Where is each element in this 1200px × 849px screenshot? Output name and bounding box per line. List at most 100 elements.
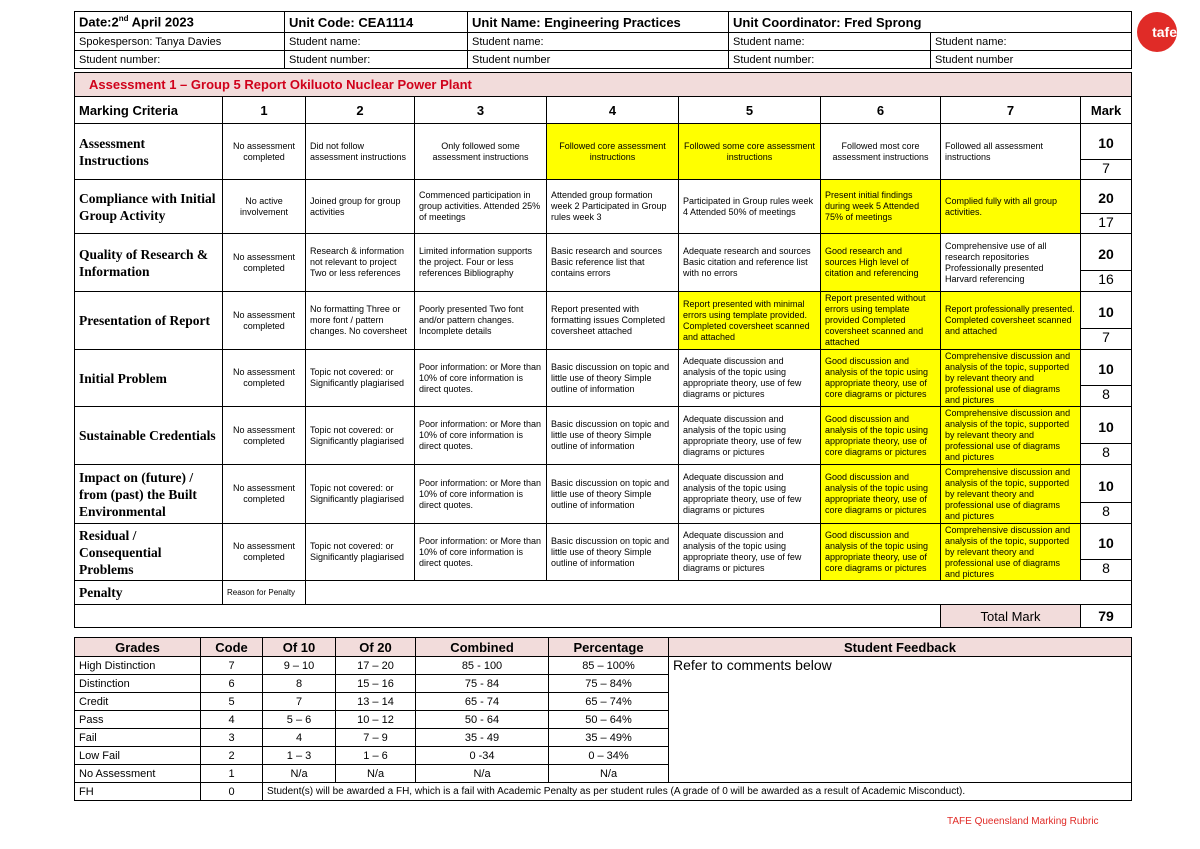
- grade-cell: 0 -34: [415, 746, 549, 765]
- rubric-level-cell[interactable]: Poor information: or More than 10% of co…: [414, 523, 547, 581]
- rubric-level-cell[interactable]: Comprehensive use of all research reposi…: [940, 233, 1081, 292]
- spokesperson-field[interactable]: Spokesperson: Tanya Davies: [74, 32, 285, 51]
- rubric-level-cell[interactable]: Research & information not relevant to p…: [305, 233, 415, 292]
- rubric-level-cell[interactable]: Good discussion and analysis of the topi…: [820, 406, 941, 465]
- grade-row: High Distinction 7 9 – 10 17 – 20 85 - 100 85…: [74, 656, 1132, 783]
- rubric-level-cell[interactable]: Topic not covered: or Significantly plag…: [305, 349, 415, 407]
- criterion-name: Residual / Consequential Problems: [74, 523, 223, 581]
- student-name-field[interactable]: Student name:: [467, 32, 729, 51]
- rubric-level-cell[interactable]: Basic discussion on topic and little use…: [546, 406, 679, 465]
- rubric-level-cell[interactable]: Report presented with formatting issues …: [546, 291, 679, 350]
- rubric-level-cell[interactable]: No assessment completed: [222, 349, 306, 407]
- grade-cell: N/a: [548, 764, 669, 783]
- criterion-row: Residual / Consequential Problems No asse…: [74, 523, 1133, 581]
- rubric-level-cell[interactable]: Present initial findings during week 5 A…: [820, 179, 941, 234]
- rubric-level-cell[interactable]: Good discussion and analysis of the topi…: [820, 523, 941, 581]
- rubric-level-cell[interactable]: Topic not covered: or Significantly plag…: [305, 464, 415, 524]
- rubric-level-cell[interactable]: Report presented with minimal errors usi…: [678, 291, 821, 350]
- rubric-level-cell[interactable]: No assessment completed: [222, 291, 306, 350]
- total-mark-value: 79: [1079, 604, 1133, 628]
- column-header: 6: [820, 96, 941, 124]
- rubric-level-cell[interactable]: Poorly presented Two font and/or pattern…: [414, 291, 547, 350]
- rubric-level-cell[interactable]: Commenced participation in group activit…: [414, 179, 547, 234]
- rubric-level-cell[interactable]: Adequate discussion and analysis of the …: [678, 464, 821, 524]
- rubric-level-cell[interactable]: Basic research and sources Basic referen…: [546, 233, 679, 292]
- column-header: Mark: [1079, 96, 1133, 124]
- fh-description: Student(s) will be awarded a FH, which i…: [262, 782, 1132, 801]
- criterion-row: Sustainable Credentials No assessment com…: [74, 406, 1133, 465]
- rubric-level-cell[interactable]: Basic discussion on topic and little use…: [546, 349, 679, 407]
- grade-cell: No Assessment: [74, 764, 201, 783]
- rubric-level-cell[interactable]: No assessment completed: [222, 523, 306, 581]
- column-header: 3: [414, 96, 547, 124]
- grade-cell: Fail: [74, 728, 201, 747]
- max-mark: 20: [1081, 183, 1131, 214]
- max-mark: 10: [1081, 470, 1131, 503]
- rubric-level-cell[interactable]: Only followed some assessment instructio…: [414, 123, 547, 180]
- student-number-field[interactable]: Student number:: [284, 50, 468, 69]
- rubric-level-cell[interactable]: Joined group for group activities: [305, 179, 415, 234]
- rubric-level-cell[interactable]: Comprehensive discussion and analysis of…: [940, 406, 1081, 465]
- grade-row: Pass 4 5 – 6 10 – 12 50 - 64 50 – 64%: [74, 710, 1132, 729]
- awarded-mark[interactable]: 16: [1098, 271, 1114, 287]
- awarded-mark[interactable]: 17: [1098, 214, 1114, 230]
- awarded-mark[interactable]: 7: [1102, 159, 1110, 176]
- rubric-level-cell[interactable]: Followed core assessment instructions: [546, 123, 679, 180]
- rubric-level-cell[interactable]: Comprehensive discussion and analysis of…: [940, 523, 1081, 581]
- rubric-level-cell[interactable]: Poor information: or More than 10% of co…: [414, 349, 547, 407]
- rubric-level-cell[interactable]: No assessment completed: [222, 123, 306, 180]
- rubric-level-cell[interactable]: No assessment completed: [222, 406, 306, 465]
- student-feedback-field[interactable]: Refer to comments below: [668, 656, 1132, 783]
- rubric-level-cell[interactable]: Good discussion and analysis of the topi…: [820, 349, 941, 407]
- rubric-level-cell[interactable]: Adequate discussion and analysis of the …: [678, 523, 821, 581]
- awarded-mark[interactable]: 8: [1102, 386, 1110, 402]
- rubric-level-cell[interactable]: No formatting Three or more font / patte…: [305, 291, 415, 350]
- rubric-level-cell[interactable]: Adequate research and sources Basic cita…: [678, 233, 821, 292]
- rubric-level-cell[interactable]: Complied fully with all group activities…: [940, 179, 1081, 234]
- grade-cell: 50 – 64%: [548, 710, 669, 729]
- student-number-field[interactable]: Student number:: [74, 50, 285, 69]
- awarded-mark[interactable]: 8: [1102, 560, 1110, 576]
- rubric-level-cell[interactable]: Topic not covered: or Significantly plag…: [305, 406, 415, 465]
- rubric-level-cell[interactable]: Limited information supports the project…: [414, 233, 547, 292]
- column-header: Marking Criteria: [74, 96, 223, 124]
- student-name-field[interactable]: Student name:: [284, 32, 468, 51]
- rubric-level-cell[interactable]: No assessment completed: [222, 464, 306, 524]
- rubric-level-cell[interactable]: No active involvement: [222, 179, 306, 234]
- rubric-level-cell[interactable]: Poor information: or More than 10% of co…: [414, 464, 547, 524]
- rubric-level-cell[interactable]: Report professionally presented. Complet…: [940, 291, 1081, 350]
- awarded-mark[interactable]: 8: [1102, 502, 1110, 519]
- rubric-level-cell[interactable]: Comprehensive discussion and analysis of…: [940, 464, 1081, 524]
- rubric-level-cell[interactable]: Attended group formation week 2 Particip…: [546, 179, 679, 234]
- student-name-field[interactable]: Student name:: [728, 32, 931, 51]
- rubric-level-cell[interactable]: Adequate discussion and analysis of the …: [678, 406, 821, 465]
- rubric-level-cell[interactable]: Comprehensive discussion and analysis of…: [940, 349, 1081, 407]
- student-name-field[interactable]: Student name:: [929, 32, 1133, 51]
- rubric-level-cell[interactable]: Poor information: or More than 10% of co…: [414, 406, 547, 465]
- student-number-field[interactable]: Student number: [467, 50, 729, 69]
- grade-cell: 8: [262, 674, 336, 693]
- awarded-mark[interactable]: 8: [1102, 444, 1110, 460]
- rubric-level-cell[interactable]: Participated in Group rules week 4 Atten…: [678, 179, 821, 234]
- grade-cell: Low Fail: [74, 746, 201, 765]
- rubric-level-cell[interactable]: Good discussion and analysis of the topi…: [820, 464, 941, 524]
- rubric-level-cell[interactable]: Topic not covered: or Significantly plag…: [305, 523, 415, 581]
- rubric-level-cell[interactable]: Adequate discussion and analysis of the …: [678, 349, 821, 407]
- rubric-level-cell[interactable]: Basic discussion on topic and little use…: [546, 523, 679, 581]
- rubric-level-cell[interactable]: No assessment completed: [222, 233, 306, 292]
- criterion-name: Sustainable Credentials: [74, 406, 223, 465]
- student-number-field[interactable]: Student number:: [728, 50, 931, 69]
- rubric-level-cell[interactable]: Did not follow assessment instructions: [305, 123, 415, 180]
- penalty-reason-input[interactable]: [304, 580, 1133, 605]
- rubric-level-cell[interactable]: Followed all assessment instructions: [940, 123, 1081, 180]
- grade-cell: N/a: [262, 764, 336, 783]
- rubric-level-cell[interactable]: Followed most core assessment instructio…: [820, 123, 941, 180]
- rubric-level-cell[interactable]: Good research and sources High level of …: [820, 233, 941, 292]
- student-number-field[interactable]: Student number: [929, 50, 1133, 69]
- grade-cell: 1 – 3: [262, 746, 336, 765]
- awarded-mark[interactable]: 7: [1102, 329, 1110, 345]
- rubric-level-cell[interactable]: Report presented without errors using te…: [820, 291, 941, 350]
- rubric-level-cell[interactable]: Followed some core assessment instructio…: [678, 123, 821, 180]
- rubric-level-cell[interactable]: Basic discussion on topic and little use…: [546, 464, 679, 524]
- criterion-name: Compliance with Initial Group Activity: [74, 179, 223, 234]
